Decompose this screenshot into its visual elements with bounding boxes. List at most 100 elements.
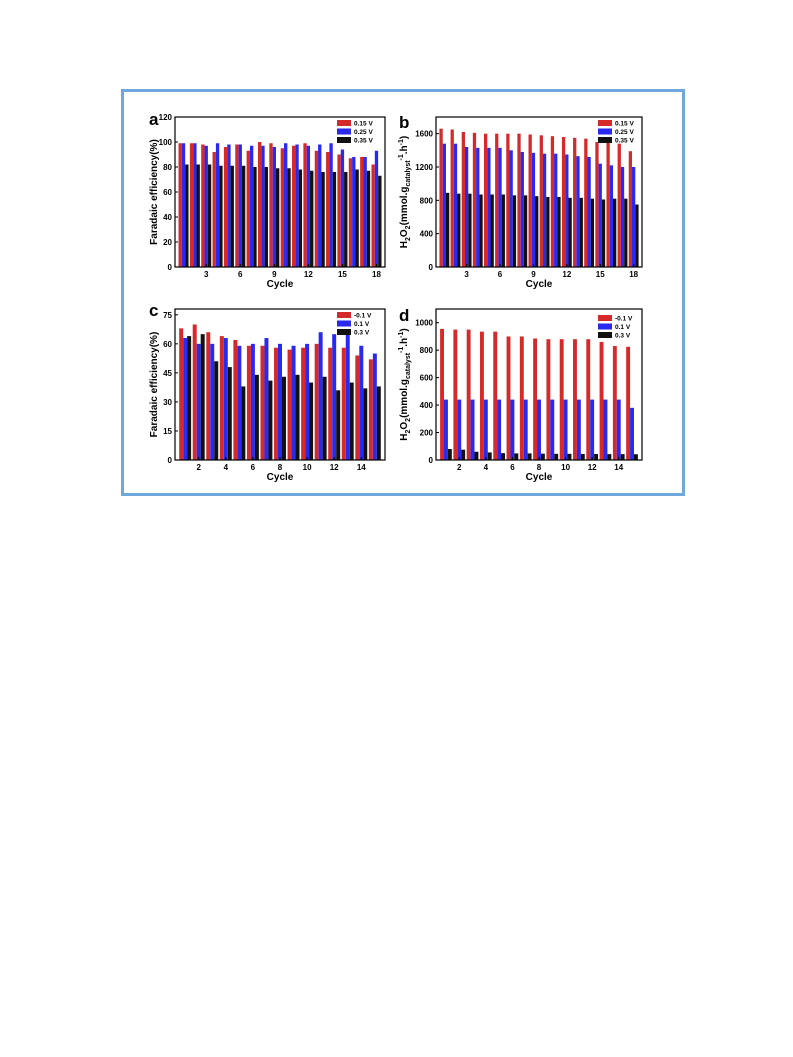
ytick-label-b-1600: 1600 xyxy=(415,130,433,139)
bar-a-s3-c14 xyxy=(332,172,337,267)
bar-d-s2-c3 xyxy=(470,399,475,460)
xtick-label-a-12: 12 xyxy=(304,270,313,279)
bar-b-s2-c15 xyxy=(598,163,602,267)
bar-b-s1-c9 xyxy=(528,134,532,267)
bar-d-s3-c3 xyxy=(474,451,479,460)
bar-b-s2-c10 xyxy=(542,153,547,267)
bar-b-s3-c18 xyxy=(635,204,639,267)
bar-c-s2-c13 xyxy=(345,332,350,460)
bar-d-s3-c8 xyxy=(540,453,545,460)
chart-panel-d: 0 200 400 600 800 1000 2 4 6 8 10 12 14 Cycle H2O2(mmo… xyxy=(398,306,643,483)
bar-b-s3-c6 xyxy=(501,194,505,267)
bar-c-s3-c10 xyxy=(309,382,314,460)
x-axis-label-a: Cycle xyxy=(267,279,294,290)
legend-swatch-b-1 xyxy=(598,120,612,126)
bar-a-s3-c18 xyxy=(378,175,382,267)
bar-a-s2-c7 xyxy=(249,145,254,267)
legend-swatch-a-1 xyxy=(337,120,351,126)
bar-d-s3-c4 xyxy=(487,452,492,460)
bar-d-s1-c8 xyxy=(533,338,538,460)
bar-c-s1-c10 xyxy=(301,347,306,460)
xtick-label-b-3: 3 xyxy=(464,270,469,279)
bar-a-s1-c17 xyxy=(360,157,364,267)
bar-b-s3-c1 xyxy=(445,192,450,267)
bar-a-s2-c5 xyxy=(227,144,231,267)
bar-b-s2-c14 xyxy=(587,157,591,267)
bar-b-s1-c18 xyxy=(628,151,633,267)
bar-b-s3-c13 xyxy=(579,197,583,267)
bar-a-s3-c10 xyxy=(287,168,291,267)
bar-b-s3-c4 xyxy=(479,194,483,267)
bar-d-s2-c15 xyxy=(630,407,634,460)
bar-a-s2-c3 xyxy=(204,145,208,267)
xtick-label-d-14: 14 xyxy=(614,463,623,472)
ytick-label-c-45: 45 xyxy=(163,369,172,378)
xtick-label-c-10: 10 xyxy=(303,463,312,472)
bar-a-s1-c5 xyxy=(223,147,228,267)
bar-b-s3-c17 xyxy=(624,198,628,267)
legend-b: 0.15 V0.25 V 0.35 V xyxy=(598,120,634,145)
xtick-label-c-4: 4 xyxy=(224,463,229,472)
bar-c-s2-c6 xyxy=(250,343,255,460)
bar-a-s1-c9 xyxy=(269,143,273,267)
bar-d-s2-c4 xyxy=(483,399,488,460)
bar-a-s2-c2 xyxy=(193,143,197,267)
bar-b-s1-c11 xyxy=(550,136,555,267)
bar-a-s1-c14 xyxy=(326,152,330,267)
bar-c-s2-c8 xyxy=(278,343,282,460)
bar-a-s1-c3 xyxy=(201,144,205,267)
bar-b-s1-c6 xyxy=(495,133,499,267)
bar-d-s1-c10 xyxy=(559,339,564,460)
bar-d-s2-c13 xyxy=(603,399,608,460)
bar-b-s2-c9 xyxy=(531,152,536,267)
bar-c-s1-c1 xyxy=(179,328,184,460)
bar-d-s1-c12 xyxy=(586,339,591,460)
bar-b-s2-c18 xyxy=(632,167,636,267)
legend-swatch-d-2 xyxy=(598,323,612,330)
bar-c-s2-c2 xyxy=(196,343,201,460)
legend-label-d-1: -0.1 V xyxy=(615,316,633,323)
legend-d: -0.1 V0.1 V 0.3 V xyxy=(598,315,633,340)
legend-label-d-3: 0.3 V xyxy=(615,333,631,340)
ytick-label-a-100: 100 xyxy=(159,138,173,147)
bar-b-s2-c1 xyxy=(442,143,446,267)
bar-b-s2-c6 xyxy=(498,147,502,267)
bar-c-s2-c5 xyxy=(237,345,242,460)
bar-c-s1-c13 xyxy=(341,347,346,460)
bar-d-s2-c2 xyxy=(457,399,462,460)
bar-c-s2-c9 xyxy=(291,345,296,460)
bar-d-s1-c11 xyxy=(573,339,577,460)
bar-d-s3-c9 xyxy=(554,453,559,460)
bar-c-s1-c4 xyxy=(219,336,224,460)
bar-a-s3-c13 xyxy=(321,172,325,267)
bar-a-s3-c3 xyxy=(207,164,212,267)
y-axis-label-a: Faradaic efficiency(%) xyxy=(149,139,160,245)
ytick-label-a-20: 20 xyxy=(163,238,172,247)
bar-c-s2-c14 xyxy=(359,345,364,460)
bar-a-s2-c13 xyxy=(318,144,322,267)
bar-c-s3-c8 xyxy=(281,376,286,460)
bar-b-s3-c9 xyxy=(535,196,539,267)
bar-b-s2-c3 xyxy=(464,147,469,267)
bar-a-s1-c16 xyxy=(348,158,353,267)
ytick-label-c-75: 75 xyxy=(163,311,172,320)
bar-d-s2-c6 xyxy=(510,399,515,460)
bar-b-s1-c5 xyxy=(483,133,488,267)
legend-a: 0.15 V0.25 V 0.35 V xyxy=(337,120,373,145)
bar-c-s3-c4 xyxy=(227,367,232,460)
bar-b-s1-c13 xyxy=(573,137,577,267)
legend-swatch-b-2 xyxy=(598,128,612,135)
y-axis-label-c: Faradaic efficiency(%) xyxy=(149,332,160,438)
ytick-label-d-600: 600 xyxy=(420,374,434,383)
bar-c-s3-c5 xyxy=(241,386,246,460)
bar-d-s3-c6 xyxy=(514,453,519,460)
bar-d-s1-c2 xyxy=(453,329,458,460)
ytick-label-a-60: 60 xyxy=(163,188,172,197)
bar-d-s2-c11 xyxy=(576,399,581,460)
bar-b-s1-c8 xyxy=(517,133,521,267)
bar-a-s1-c6 xyxy=(235,144,239,267)
legend-swatch-d-3 xyxy=(598,332,612,338)
bar-b-s1-c14 xyxy=(584,138,588,267)
bar-d-s1-c1 xyxy=(440,328,445,460)
bar-d-s3-c5 xyxy=(501,453,505,460)
